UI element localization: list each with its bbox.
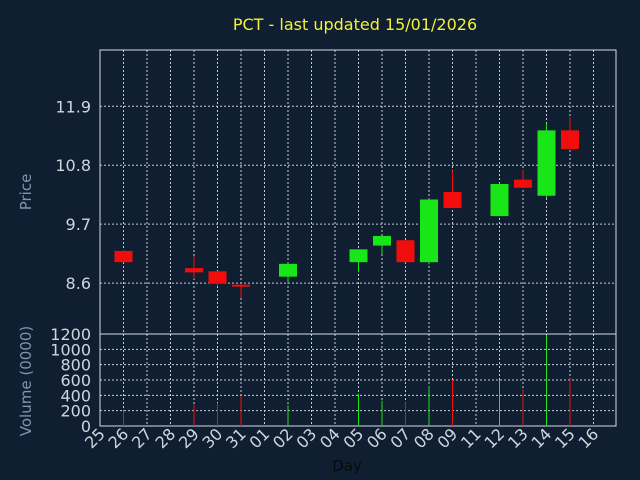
candle-12 xyxy=(490,182,509,217)
candle-body xyxy=(490,183,509,217)
candle-08 xyxy=(420,198,438,265)
volume-tick-label: 200 xyxy=(60,402,91,421)
price-tick-label: 8.6 xyxy=(66,274,91,293)
chart-title: PCT - last updated 15/01/2026 xyxy=(233,15,477,34)
volume-tick-label: 400 xyxy=(60,386,91,405)
price-axis-label: Price xyxy=(17,174,35,211)
candle-06 xyxy=(373,235,391,255)
volume-axis-label: Volume (0000) xyxy=(17,326,35,436)
candle-body xyxy=(420,199,438,263)
x-ticks: 2526272829303101020304050607080911121314… xyxy=(81,424,602,452)
candle-26 xyxy=(114,249,133,263)
candle-05 xyxy=(349,249,368,273)
candle-31 xyxy=(232,283,250,299)
candle-14 xyxy=(537,123,556,199)
candle-13 xyxy=(514,169,532,188)
price-y-ticks: 8.6 9.7 10.8 11.9 xyxy=(55,97,91,293)
candle-body xyxy=(185,268,203,273)
candle-body xyxy=(232,284,250,287)
volume-tick-label: 600 xyxy=(60,371,91,390)
volume-tick-label: 800 xyxy=(60,356,91,375)
price-tick-label: 11.9 xyxy=(55,97,91,116)
price-grid xyxy=(100,50,616,334)
candle-30 xyxy=(208,271,227,286)
candle-body xyxy=(443,192,462,209)
candle-body xyxy=(561,130,579,150)
candle-body xyxy=(349,249,368,263)
price-tick-label: 10.8 xyxy=(55,156,91,175)
candle-body xyxy=(208,271,227,284)
candle-body xyxy=(514,179,532,188)
candle-body xyxy=(396,240,415,263)
candles xyxy=(114,116,579,299)
candle-15 xyxy=(561,116,579,150)
x-tick-label: 16 xyxy=(574,424,602,452)
volume-bars xyxy=(123,335,571,426)
price-tick-label: 9.7 xyxy=(66,215,91,234)
candle-body xyxy=(114,250,133,263)
candle-body xyxy=(373,235,391,246)
volume-tick-label: 1000 xyxy=(50,340,91,359)
candle-02 xyxy=(279,262,297,285)
candle-07 xyxy=(396,240,415,263)
candle-09 xyxy=(443,170,462,209)
x-axis-label: Day xyxy=(332,457,362,475)
candle-body xyxy=(279,263,297,277)
candle-29 xyxy=(185,256,203,279)
volume-tick-label: 0 xyxy=(81,417,91,436)
candle-body xyxy=(537,130,556,196)
volume-tick-label: 1200 xyxy=(50,325,91,344)
